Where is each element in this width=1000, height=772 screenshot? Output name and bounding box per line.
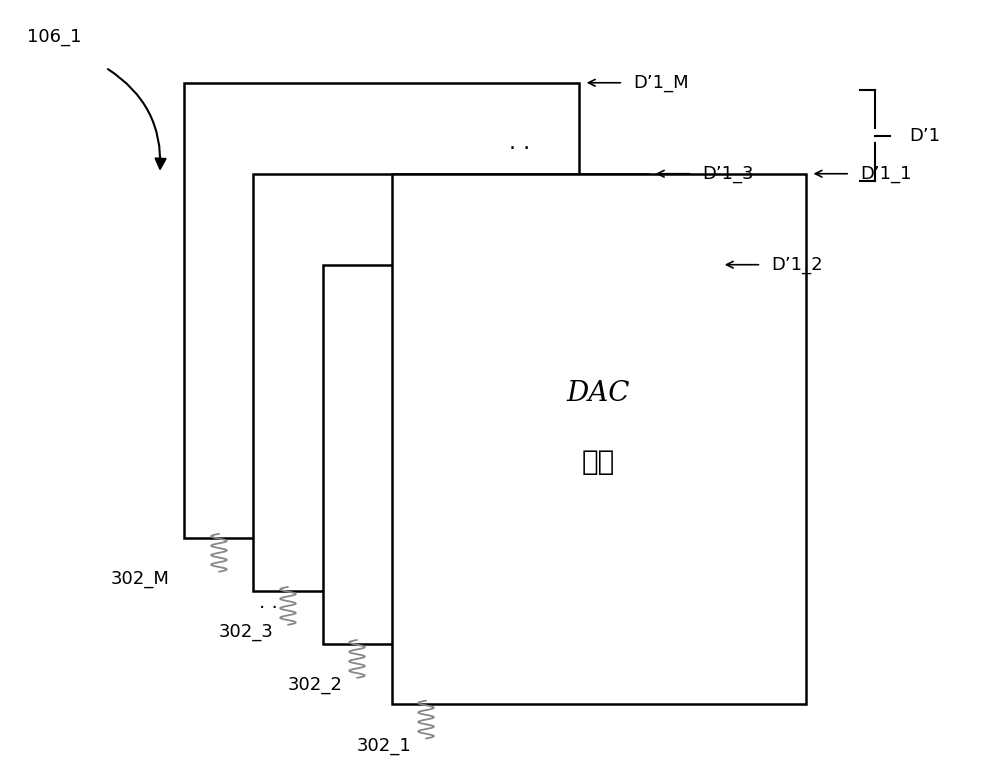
Text: . .: . .: [509, 134, 530, 154]
Text: 302_3: 302_3: [219, 623, 274, 642]
Bar: [322, 265, 717, 644]
Text: 302_M: 302_M: [110, 571, 169, 588]
Text: D’1: D’1: [909, 127, 940, 145]
Bar: [253, 174, 648, 591]
Text: 106_1: 106_1: [27, 29, 81, 46]
Text: DAC: DAC: [567, 380, 630, 407]
Text: . .: . .: [259, 593, 278, 611]
Text: D’1_2: D’1_2: [771, 256, 823, 274]
Text: 302_2: 302_2: [288, 676, 343, 695]
Text: 302_1: 302_1: [357, 737, 412, 755]
Text: D’1_3: D’1_3: [702, 164, 754, 183]
Bar: [184, 83, 579, 537]
Text: D’1_1: D’1_1: [860, 164, 911, 183]
Text: D’1_M: D’1_M: [633, 74, 689, 92]
Text: 单元: 单元: [582, 448, 615, 476]
Bar: [392, 174, 806, 704]
